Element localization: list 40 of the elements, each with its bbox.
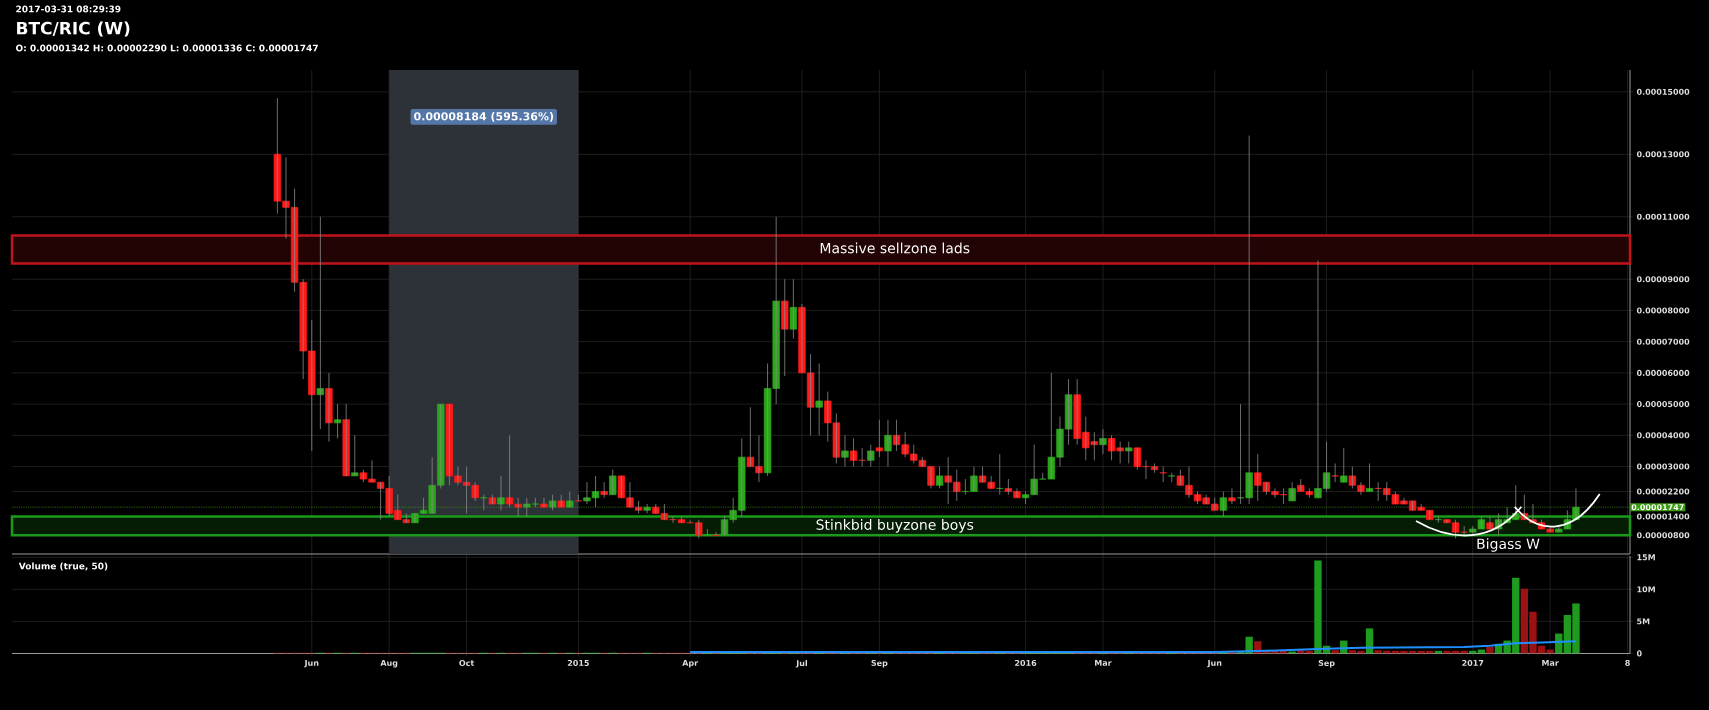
x-tick-label: Sep <box>1318 659 1335 668</box>
x-tick-label: Jun <box>304 659 319 668</box>
band-label: 0.00008184 (595.36%) <box>414 111 554 122</box>
text: Volume (true, 50) <box>18 562 108 571</box>
band-label: Massive sellzone lads <box>820 242 970 254</box>
ref-line-label: 0.00001747 <box>1631 504 1684 511</box>
x-tick-label: 2015 <box>567 659 589 666</box>
y-tick-label: 0.00006000 <box>1636 369 1690 376</box>
y-tick-label: 0.00002200 <box>1636 488 1690 495</box>
y-tick-label: 0.00000800 <box>1636 532 1690 539</box>
x-tick-label: Aug <box>380 659 398 668</box>
y-tick-label: 0.00013000 <box>1636 151 1690 158</box>
y-tick-label: 5M <box>1637 618 1650 625</box>
x-tick-label: Apr <box>682 659 699 668</box>
annotation: Bigass W <box>1477 538 1540 552</box>
x-tick-label: Oct <box>459 659 475 666</box>
y-tick-label: 0.00015000 <box>1636 88 1690 95</box>
chart-subtitle: 2017-03-31 08:29:39 <box>16 5 121 13</box>
y-tick-label: 0.00009000 <box>1636 276 1690 283</box>
y-tick-label: 0.00004000 <box>1636 432 1690 439</box>
x-tick-label: 8 <box>1625 659 1630 666</box>
x-tick-label: Mar <box>1542 659 1559 666</box>
x-tick-label: 2016 <box>1015 659 1037 666</box>
y-tick-label: 0.00001400 <box>1636 513 1690 520</box>
x-tick-label: Sep <box>871 659 888 668</box>
y-tick-label: 0.00011000 <box>1636 213 1690 220</box>
y-tick-label: 0.00003000 <box>1636 463 1690 470</box>
y-tick-label: 0.00007000 <box>1636 338 1690 345</box>
y-tick-label: 15M <box>1637 554 1655 561</box>
chart-title: BTC/RIC (W) <box>17 21 130 37</box>
y-tick-label: 10M <box>1637 586 1655 593</box>
y-tick-label: 0.00005000 <box>1636 401 1690 408</box>
x-tick-label: 2017 <box>1462 659 1484 666</box>
y-tick-label: 0.00008000 <box>1636 307 1690 314</box>
band-label: Stinkbid buyzone boys <box>816 519 974 533</box>
x-tick-label: Jun <box>1207 659 1222 668</box>
y-tick-label: 0 <box>1636 650 1642 657</box>
text: O: 0.00001342 H: 0.00002290 L: 0.00001336 C: 0.00001747 <box>15 44 318 52</box>
x-tick-label: Jul <box>795 659 807 668</box>
x-tick-label: Mar <box>1095 659 1112 666</box>
